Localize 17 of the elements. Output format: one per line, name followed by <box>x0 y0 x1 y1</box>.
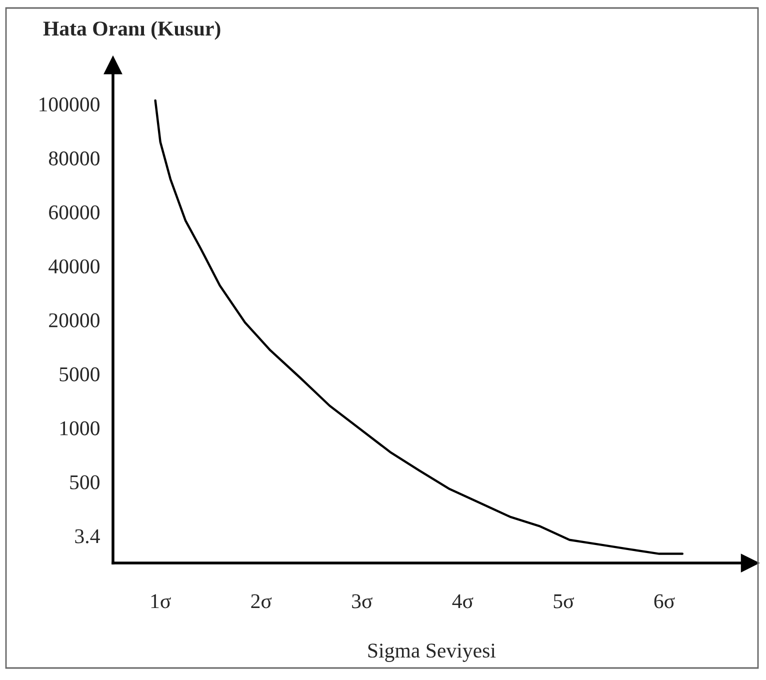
text: 20000 <box>49 313 100 328</box>
x-tick-label: 6σ <box>654 594 675 608</box>
text: 100000 <box>40 97 100 112</box>
x-axis-title: Sigma Seviyesi <box>368 644 496 662</box>
text: 3.4 <box>75 529 100 544</box>
text: 40000 <box>48 259 100 274</box>
x-tick-label: 4σ <box>452 594 474 608</box>
text: 80000 <box>48 151 100 166</box>
x-tick-label: 5σ <box>554 594 574 608</box>
text: 1000 <box>60 421 100 436</box>
text: 5000 <box>60 367 100 382</box>
text: 500 <box>70 475 100 490</box>
text: 60000 <box>49 205 100 220</box>
x-tick-label: 1σ <box>151 594 171 608</box>
x-tick-label: 3σ <box>352 594 372 608</box>
x-tick-label: 2σ <box>251 594 272 608</box>
y-axis-title: Hata Oranı (Kusur) <box>43 20 220 40</box>
